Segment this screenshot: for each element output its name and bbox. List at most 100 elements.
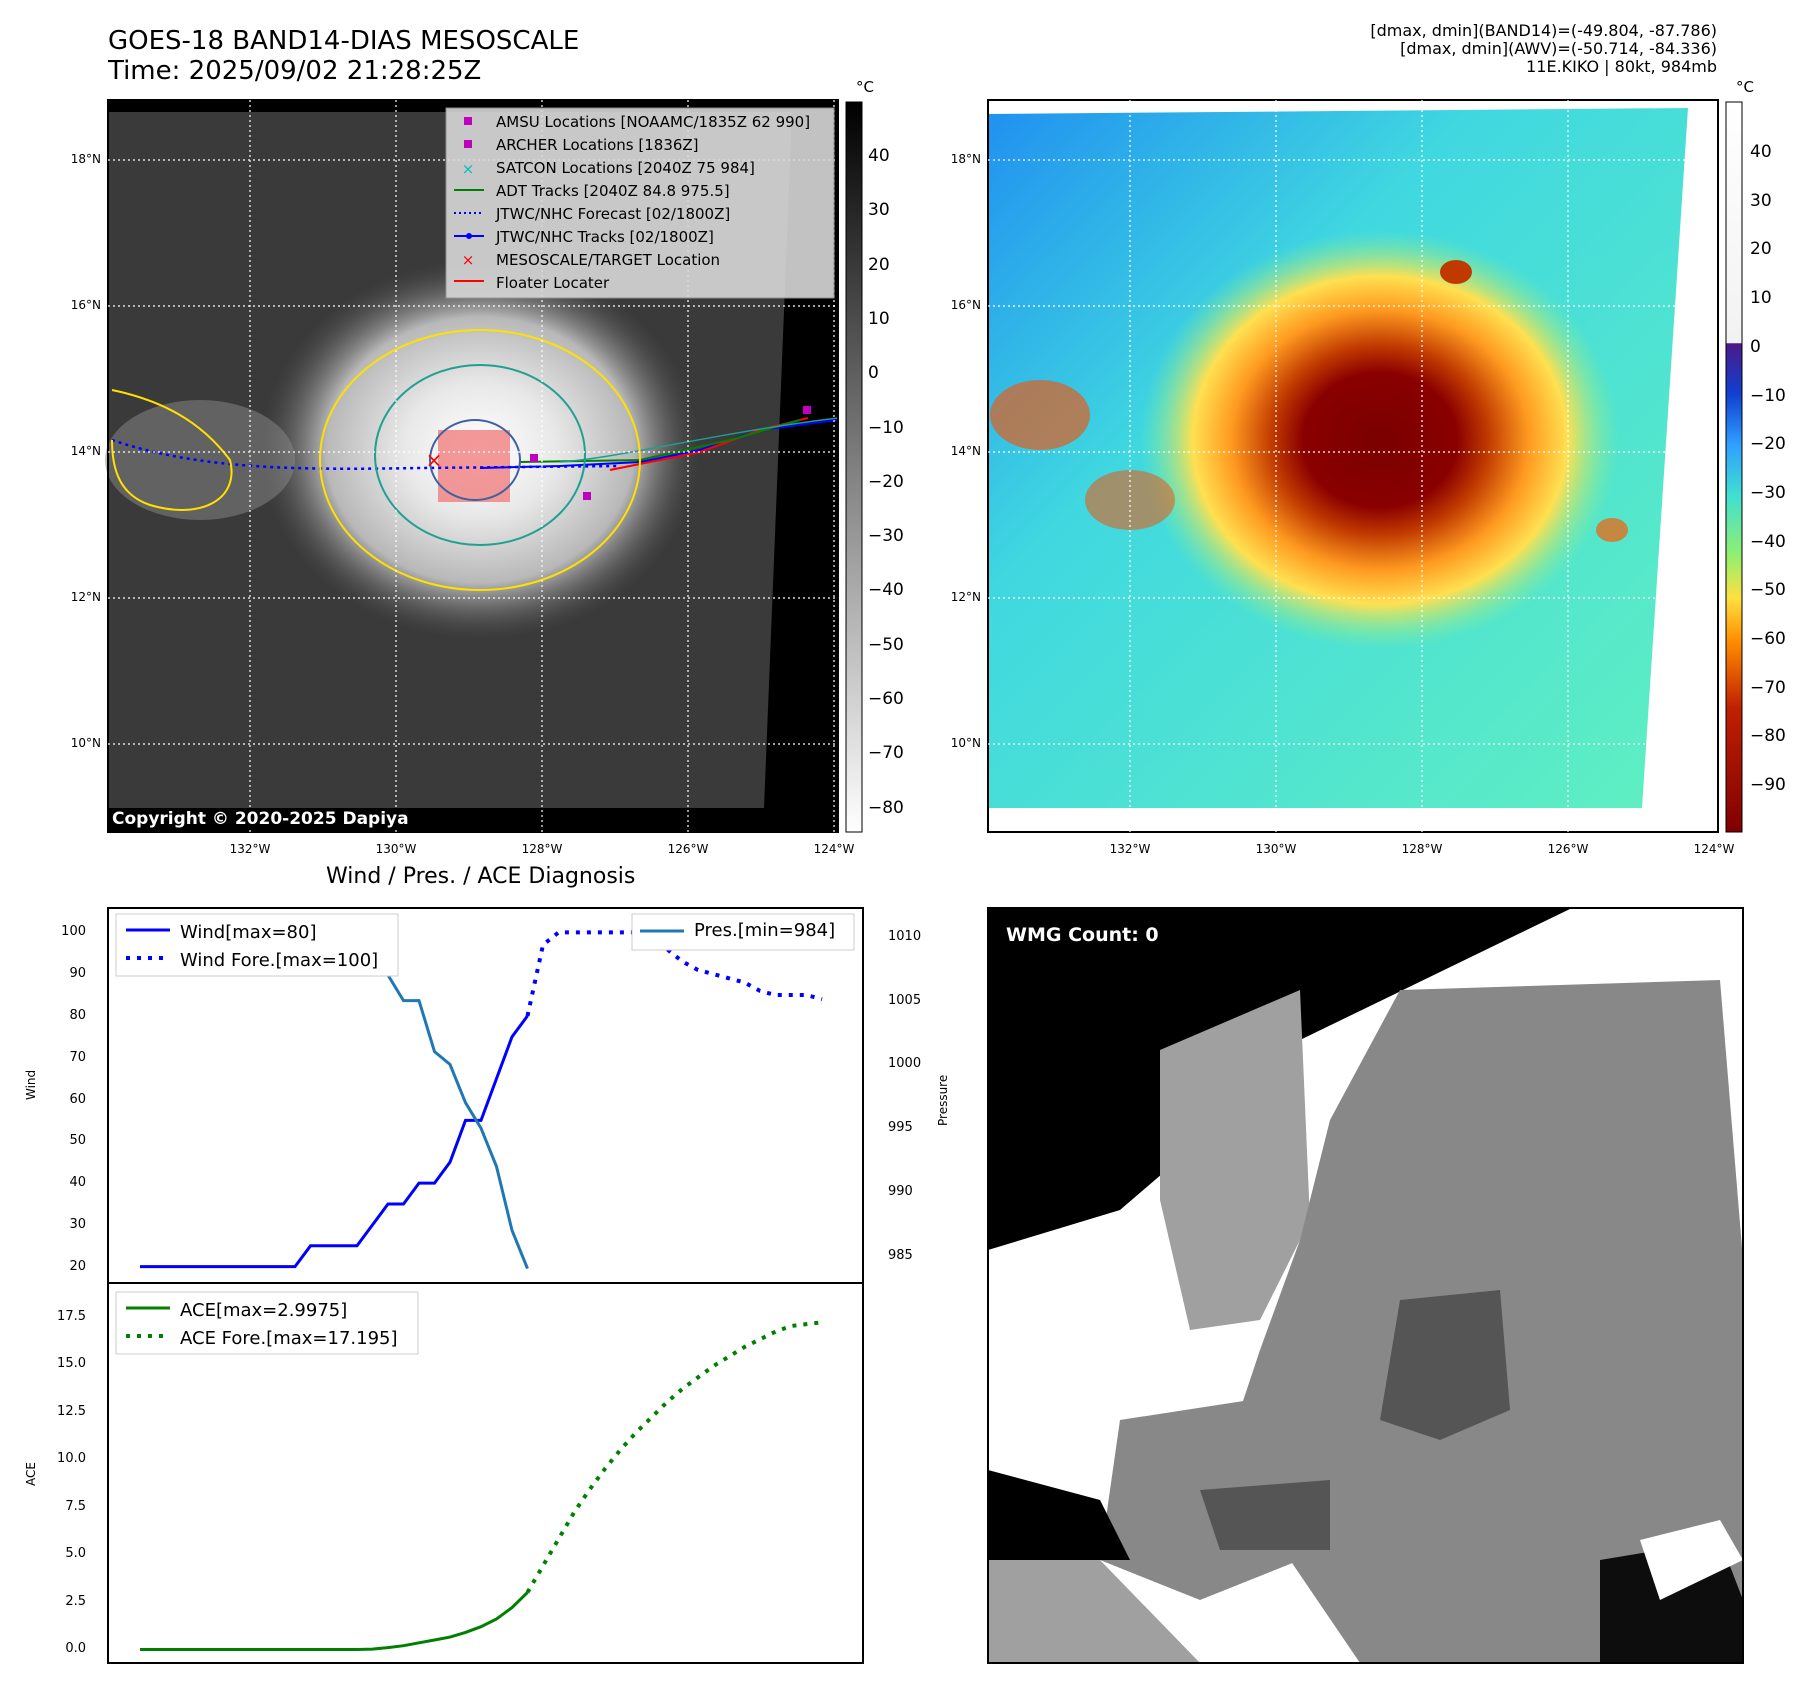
wind-line	[140, 1015, 529, 1269]
colorbar-tick: −40	[868, 580, 904, 601]
wmg-panel	[987, 907, 1744, 1664]
ace-legend-labels: ACE[max=2.9975] ACE Fore.[max=17.195]	[180, 1297, 398, 1353]
wind-tick: 70	[69, 1049, 86, 1065]
wind-legend	[115, 913, 399, 977]
wind-tick: 100	[61, 924, 86, 940]
colorbar-tick: −40	[1750, 531, 1786, 552]
colorbar-tick: −30	[1750, 482, 1786, 503]
pressure-tick: 1000	[888, 1056, 922, 1072]
legend-ace-forecast: ACE Fore.[max=17.195]	[180, 1328, 398, 1349]
ace-tick: 7.5	[65, 1498, 86, 1514]
wind-tick: 60	[69, 1091, 86, 1107]
ace-tick: 10.0	[57, 1451, 86, 1467]
colorbar-tick: 20	[1750, 239, 1772, 260]
lon-tick: 132°W	[1109, 842, 1151, 856]
wind-tick: 30	[69, 1216, 86, 1232]
legend-jtwc-tracks: JTWC/NHC Tracks [02/1800Z]	[496, 228, 714, 246]
colorbar-tick: −60	[1750, 629, 1786, 649]
legend-floater: Floater Locater	[496, 274, 610, 292]
diag-title: Wind / Pres. / ACE Diagnosis	[326, 864, 636, 889]
colorbar-tick: −10	[1750, 385, 1786, 406]
ir-colorbar	[845, 101, 863, 833]
legend-amsu: AMSU Locations [NOAAMC/1835Z 62 990]	[496, 113, 811, 131]
ace-line	[140, 1591, 529, 1651]
pressure-tick: 1005	[888, 992, 922, 1008]
lat-tick: 18°N	[70, 152, 101, 166]
lat-tick: 10°N	[950, 736, 981, 750]
awv-map	[987, 99, 1719, 833]
copyright-label: Copyright © 2020-2025 Dapiya	[108, 808, 413, 830]
legend-wind: Wind[max=80]	[180, 922, 317, 943]
lat-tick: 10°N	[70, 736, 101, 750]
colorbar-tick: 0	[1750, 336, 1761, 357]
colorbar-tick: −70	[868, 743, 904, 764]
wind-tick: 80	[69, 1007, 86, 1023]
colorbar-tick: 40	[1750, 142, 1772, 162]
map-legend-labels: AMSU Locations [NOAAMC/1835Z 62 990] ARC…	[496, 111, 810, 295]
ace-tick: 17.5	[57, 1308, 86, 1324]
colorbar-tick: −50	[868, 634, 904, 655]
legend-archer: ARCHER Locations [1836Z]	[496, 136, 699, 154]
lat-tick: 16°N	[950, 298, 981, 312]
lon-tick: 128°W	[521, 842, 563, 856]
legend-target: MESOSCALE/TARGET Location	[496, 251, 721, 269]
colorbar-tick: −20	[1750, 434, 1786, 455]
awv-colorbar	[1725, 101, 1743, 833]
awv-colorbar-unit: °C	[1736, 78, 1754, 96]
legend-wind-forecast: Wind Fore.[max=100]	[180, 950, 379, 971]
svg-text:×: ×	[462, 160, 475, 178]
ace-tick: 0.0	[65, 1641, 86, 1657]
lon-tick: 124°W	[1693, 842, 1735, 856]
lat-tick: 12°N	[70, 590, 101, 604]
awv-gridlines	[988, 100, 1718, 832]
wind-tick: 40	[69, 1175, 86, 1191]
wmg-count-label: WMG Count: 0	[1000, 922, 1165, 948]
ace-legend	[115, 1291, 419, 1355]
storm-info: 11E.KIKO | 80kt, 984mb	[1526, 57, 1717, 76]
lon-tick: 130°W	[1255, 842, 1297, 856]
ace-tick: 5.0	[65, 1546, 86, 1562]
lon-tick: 132°W	[229, 842, 271, 856]
colorbar-tick: 30	[1750, 190, 1772, 211]
pressure-legend	[631, 913, 855, 951]
legend-jtwc-forecast: JTWC/NHC Forecast [02/1800Z]	[496, 205, 731, 223]
wind-legend-labels: Wind[max=80] Wind Fore.[max=100]	[180, 919, 378, 975]
lat-tick: 14°N	[70, 444, 101, 458]
colorbar-tick: −80	[868, 797, 904, 818]
lat-tick: 14°N	[950, 444, 981, 458]
pressure-tick: 1010	[888, 928, 922, 944]
colorbar-tick: −70	[1750, 677, 1786, 698]
colorbar-tick: −30	[868, 526, 904, 547]
legend-ace: ACE[max=2.9975]	[180, 1300, 348, 1321]
legend-satcon: SATCON Locations [2040Z 75 984]	[496, 159, 755, 177]
colorbar-tick: −60	[868, 689, 904, 709]
lat-tick: 18°N	[950, 152, 981, 166]
lon-tick: 126°W	[1547, 842, 1589, 856]
wind-tick: 90	[69, 966, 86, 982]
colorbar-tick: 40	[868, 146, 890, 166]
wind-tick: 20	[69, 1258, 86, 1274]
ace-ylabel: ACE	[24, 1462, 38, 1486]
colorbar-tick: 10	[868, 308, 890, 329]
lon-tick: 130°W	[375, 842, 417, 856]
lon-tick: 128°W	[1401, 842, 1443, 856]
colorbar-tick: 30	[868, 200, 890, 221]
wind-forecast-line	[525, 930, 823, 1017]
lat-tick: 12°N	[950, 590, 981, 604]
colorbar-tick: 0	[868, 363, 879, 384]
pressure-ylabel: Pressure	[936, 1074, 950, 1126]
awv-range: [dmax, dmin](AWV)=(-50.714, -84.336)	[1400, 39, 1717, 58]
band14-range: [dmax, dmin](BAND14)=(-49.804, -87.786)	[1370, 21, 1717, 40]
title-satellite: GOES-18 BAND14-DIAS MESOSCALE	[108, 26, 580, 56]
svg-text:×: ×	[462, 251, 475, 269]
ace-tick: 2.5	[65, 1593, 86, 1609]
ir-colorbar-unit: °C	[856, 78, 874, 96]
map-legend: × ×	[445, 107, 835, 299]
colorbar-tick: −50	[1750, 580, 1786, 601]
ace-forecast-line	[525, 1320, 823, 1594]
legend-pressure: Pres.[min=984]	[694, 920, 836, 941]
colorbar-tick: 10	[1750, 288, 1772, 309]
legend-adt: ADT Tracks [2040Z 84.8 975.5]	[496, 182, 730, 200]
ace-tick: 15.0	[57, 1356, 86, 1372]
